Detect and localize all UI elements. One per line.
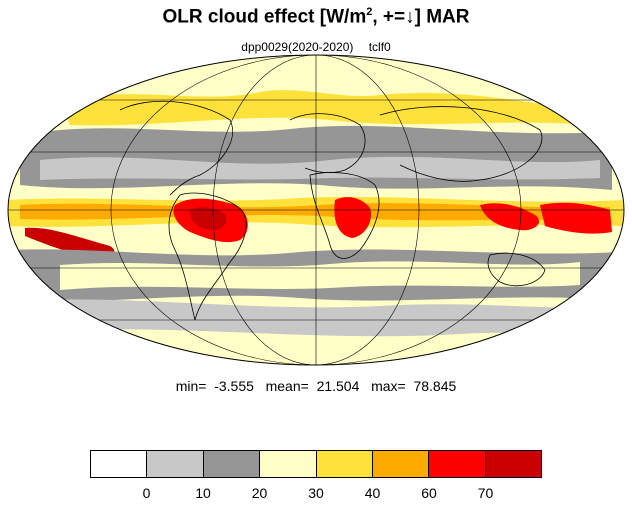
map-title: OLR cloud effect [W/m2, +=↓] MAR: [162, 6, 470, 28]
field-hotspot-amazon-core: [189, 207, 227, 231]
mean-value: 21.504: [316, 378, 360, 394]
variable-label: tclf0: [368, 40, 391, 54]
field-band-south-light: [60, 261, 580, 290]
graticule: [8, 55, 624, 365]
colorbar-box: [372, 451, 430, 477]
min-label: min=: [175, 378, 207, 394]
field-band-itcz-orange: [20, 203, 610, 221]
experiment-label: dpp0029(2020-2020): [241, 40, 354, 54]
field-hotspot-pacific: [540, 202, 612, 234]
colorbar-tick-label: 60: [421, 485, 437, 501]
statistics-line: min= -3.555 mean= 21.504 max= 78.845: [0, 378, 632, 394]
mean-label: mean=: [265, 378, 309, 394]
colorbar-tick-label: 0: [142, 485, 151, 501]
max-value: 78.845: [413, 378, 457, 394]
colorbar-box: [429, 451, 486, 477]
field-band-north-yellow: [60, 90, 590, 126]
map-subtitle: dpp0029(2020-2020) tclf0: [0, 40, 632, 54]
colorbar-tick-label: 70: [477, 485, 494, 501]
colorbar-box: [485, 451, 541, 477]
max-label: max=: [371, 378, 406, 394]
field-hotspot-congo: [334, 197, 372, 238]
min-value: -3.555: [214, 378, 254, 394]
colorbar-tick-label: 30: [308, 485, 324, 501]
colorbar-box: [316, 451, 373, 477]
globe-outline: [7, 54, 625, 366]
colorbar-tick-label: 20: [251, 485, 268, 501]
colorbar-box: [91, 451, 148, 477]
colorbar-tick-label: 10: [195, 485, 211, 501]
colorbar: [90, 450, 542, 478]
coastlines: [119, 100, 546, 321]
colorbar-labels: 0 10 20 30 40 60 70: [0, 485, 632, 503]
colorbar-box: [203, 451, 261, 477]
field-band-north-light: [40, 156, 600, 180]
colorbar-box: [147, 451, 204, 477]
colorbar-box: [260, 451, 317, 477]
colorbar-tick-label: 40: [364, 485, 381, 501]
